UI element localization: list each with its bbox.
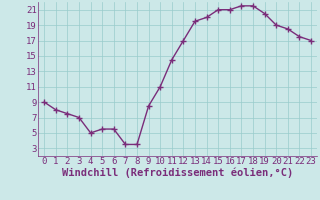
X-axis label: Windchill (Refroidissement éolien,°C): Windchill (Refroidissement éolien,°C) — [62, 168, 293, 178]
